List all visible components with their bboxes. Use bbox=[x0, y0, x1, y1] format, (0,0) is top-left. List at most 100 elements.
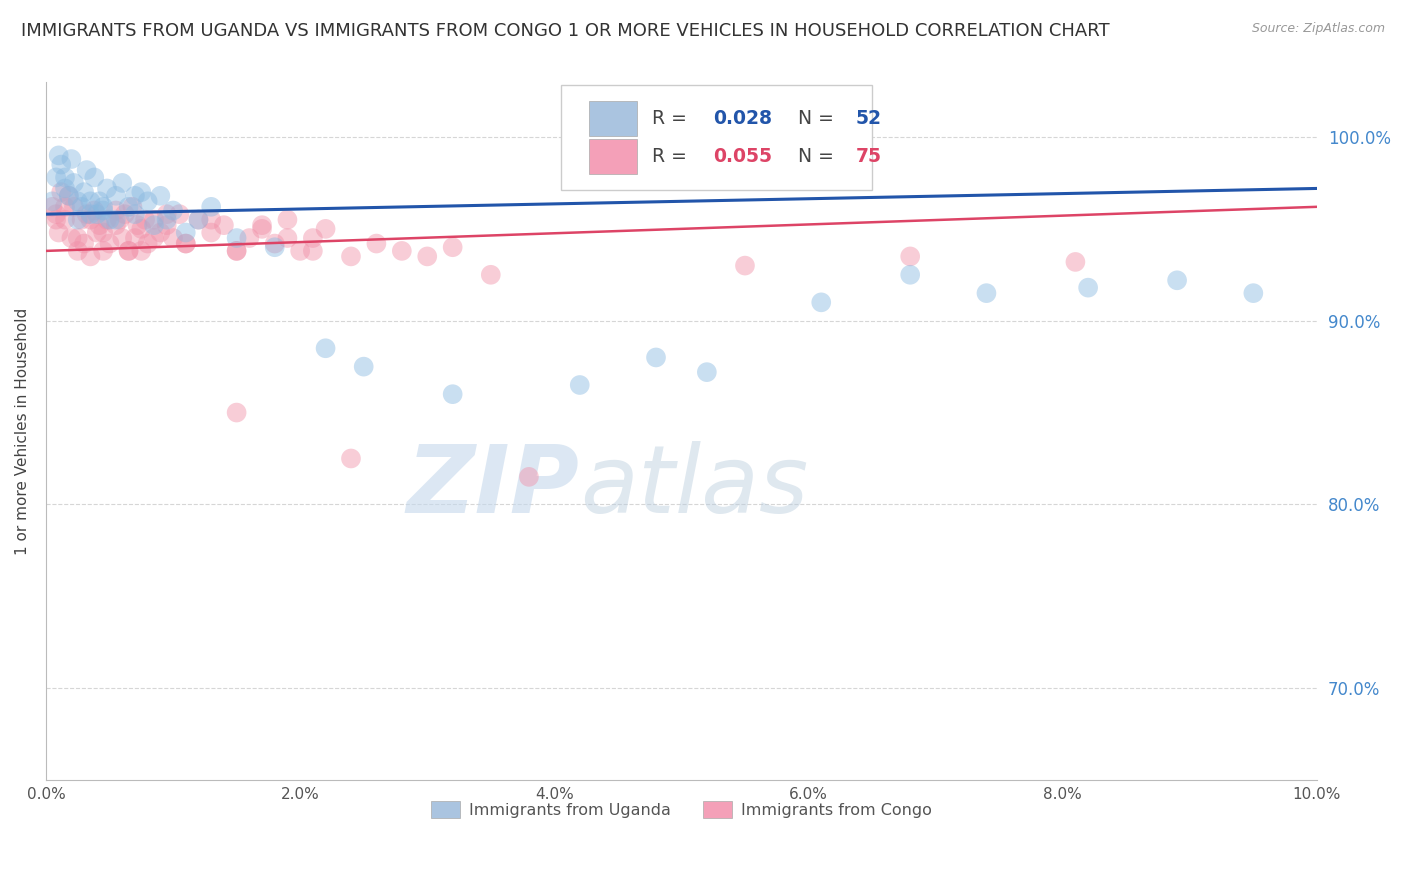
Point bbox=[51, 157, 73, 171]
Point bbox=[250, 222, 273, 236]
Point bbox=[143, 231, 166, 245]
Point bbox=[353, 359, 375, 374]
Point bbox=[810, 295, 832, 310]
FancyBboxPatch shape bbox=[589, 102, 637, 136]
Point bbox=[53, 181, 76, 195]
Point bbox=[104, 218, 127, 232]
Point bbox=[1241, 286, 1264, 301]
Point bbox=[45, 212, 67, 227]
Point bbox=[124, 188, 146, 202]
Text: Source: ZipAtlas.com: Source: ZipAtlas.com bbox=[1251, 22, 1385, 36]
Text: 75: 75 bbox=[855, 147, 882, 166]
Point bbox=[91, 244, 114, 258]
Point bbox=[79, 212, 101, 227]
Point bbox=[263, 236, 285, 251]
Point bbox=[149, 226, 172, 240]
Point bbox=[124, 207, 146, 221]
Point bbox=[129, 222, 152, 236]
Point bbox=[45, 170, 67, 185]
Point bbox=[108, 212, 131, 227]
Point bbox=[60, 231, 83, 245]
Point bbox=[263, 240, 285, 254]
Point bbox=[156, 207, 179, 221]
Point bbox=[517, 470, 540, 484]
Point bbox=[162, 203, 184, 218]
Point bbox=[91, 226, 114, 240]
Point bbox=[124, 231, 146, 245]
Point bbox=[149, 188, 172, 202]
Point bbox=[134, 212, 156, 227]
Text: 0.028: 0.028 bbox=[713, 110, 772, 128]
Point bbox=[79, 249, 101, 263]
Point bbox=[111, 176, 134, 190]
Point bbox=[136, 194, 159, 209]
Point bbox=[104, 188, 127, 202]
Point bbox=[89, 218, 111, 232]
Point bbox=[66, 231, 89, 245]
Point bbox=[250, 218, 273, 232]
Point bbox=[117, 200, 139, 214]
Point bbox=[89, 194, 111, 209]
Point bbox=[117, 244, 139, 258]
FancyBboxPatch shape bbox=[589, 139, 637, 174]
Point bbox=[225, 244, 247, 258]
Point bbox=[96, 212, 118, 227]
Point bbox=[53, 170, 76, 185]
Point bbox=[76, 207, 98, 221]
Point bbox=[83, 203, 105, 218]
Point bbox=[162, 231, 184, 245]
Text: 52: 52 bbox=[855, 110, 882, 128]
Point bbox=[129, 185, 152, 199]
Y-axis label: 1 or more Vehicles in Household: 1 or more Vehicles in Household bbox=[15, 308, 30, 555]
Point bbox=[86, 207, 108, 221]
Point bbox=[302, 244, 325, 258]
Point bbox=[70, 200, 93, 214]
Point bbox=[276, 212, 298, 227]
Point bbox=[1166, 273, 1188, 287]
Point bbox=[340, 451, 363, 466]
Point bbox=[83, 170, 105, 185]
Point bbox=[104, 203, 127, 218]
Point bbox=[91, 200, 114, 214]
Text: N =: N = bbox=[786, 147, 839, 166]
Point bbox=[225, 231, 247, 245]
Text: R =: R = bbox=[652, 110, 693, 128]
Point bbox=[479, 268, 502, 282]
Point bbox=[302, 231, 325, 245]
Text: IMMIGRANTS FROM UGANDA VS IMMIGRANTS FROM CONGO 1 OR MORE VEHICLES IN HOUSEHOLD : IMMIGRANTS FROM UGANDA VS IMMIGRANTS FRO… bbox=[21, 22, 1109, 40]
Point bbox=[276, 231, 298, 245]
Point bbox=[1077, 280, 1099, 294]
Point bbox=[91, 203, 114, 218]
Point bbox=[121, 200, 143, 214]
Point bbox=[111, 231, 134, 245]
Point bbox=[66, 244, 89, 258]
Point bbox=[288, 244, 311, 258]
Point bbox=[225, 244, 247, 258]
Text: ZIP: ZIP bbox=[406, 441, 579, 533]
Point bbox=[129, 244, 152, 258]
Point bbox=[48, 226, 70, 240]
Point bbox=[898, 249, 921, 263]
Point bbox=[60, 152, 83, 166]
Point bbox=[200, 200, 222, 214]
Legend: Immigrants from Uganda, Immigrants from Congo: Immigrants from Uganda, Immigrants from … bbox=[425, 795, 938, 824]
Point bbox=[187, 212, 209, 227]
Point bbox=[174, 226, 197, 240]
Point bbox=[70, 212, 93, 227]
Point bbox=[200, 226, 222, 240]
Point bbox=[117, 244, 139, 258]
Point bbox=[41, 200, 63, 214]
Point bbox=[366, 236, 388, 251]
Point bbox=[696, 365, 718, 379]
Point bbox=[73, 236, 96, 251]
Point bbox=[315, 341, 337, 355]
Point bbox=[58, 188, 80, 202]
Point bbox=[441, 387, 464, 401]
Point bbox=[41, 194, 63, 209]
Point bbox=[98, 212, 121, 227]
Point bbox=[86, 226, 108, 240]
Point bbox=[174, 236, 197, 251]
Point bbox=[66, 194, 89, 209]
Point bbox=[898, 268, 921, 282]
Point bbox=[98, 236, 121, 251]
